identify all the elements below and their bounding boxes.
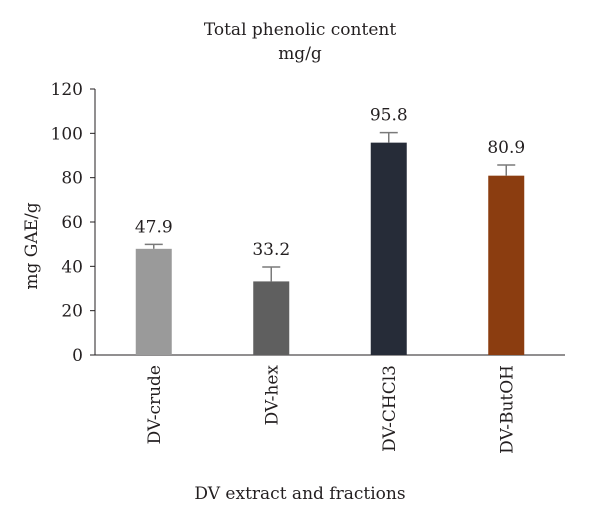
data-label: 95.8 [370, 106, 408, 126]
data-label: 47.9 [135, 217, 173, 237]
data-label: 33.2 [252, 240, 290, 260]
y-tick-label: 60 [61, 213, 83, 233]
y-tick-label: 80 [61, 169, 83, 189]
x-tick-label: DV-ButOH [497, 365, 517, 454]
x-axis-label: DV extract and fractions [194, 484, 406, 504]
chart-subtitle: mg/g [278, 44, 322, 64]
chart-title: Total phenolic content [203, 20, 397, 40]
bar-dv-chcl3 [370, 142, 407, 355]
data-label: 80.9 [487, 138, 525, 158]
x-tick-label: DV-CHCl3 [380, 365, 400, 452]
bar-dv-butoh [488, 175, 525, 355]
y-tick-label: 0 [72, 346, 83, 366]
y-tick-label: 100 [51, 124, 83, 144]
y-tick-label: 40 [61, 257, 83, 277]
bar-dv-hex [253, 281, 290, 355]
y-tick-label: 120 [51, 80, 83, 100]
y-tick-label: 20 [61, 302, 83, 322]
x-tick-label: DV-hex [262, 365, 282, 426]
bar-dv-crude [135, 248, 172, 355]
x-tick-label: DV-crude [145, 365, 165, 444]
